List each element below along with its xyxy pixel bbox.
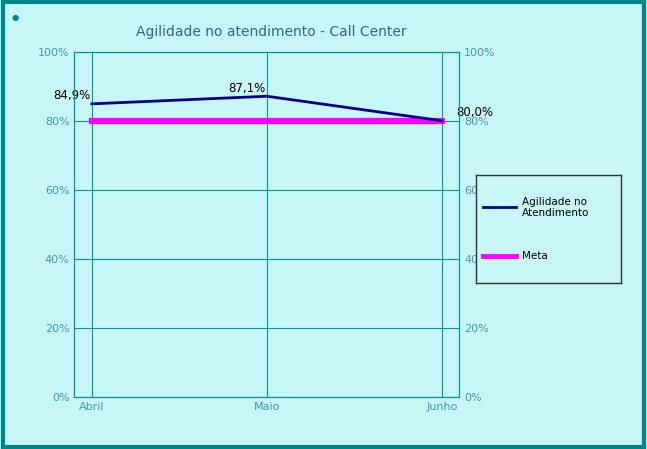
Text: ●: ● [12,13,19,22]
Text: 84,9%: 84,9% [54,89,91,102]
Text: Meta: Meta [522,251,548,261]
Text: Agilidade no
Atendimento: Agilidade no Atendimento [522,197,589,218]
Text: 87,1%: 87,1% [228,82,266,95]
Text: 80,0%: 80,0% [456,106,493,119]
Text: Agilidade no atendimento - Call Center: Agilidade no atendimento - Call Center [137,25,407,39]
